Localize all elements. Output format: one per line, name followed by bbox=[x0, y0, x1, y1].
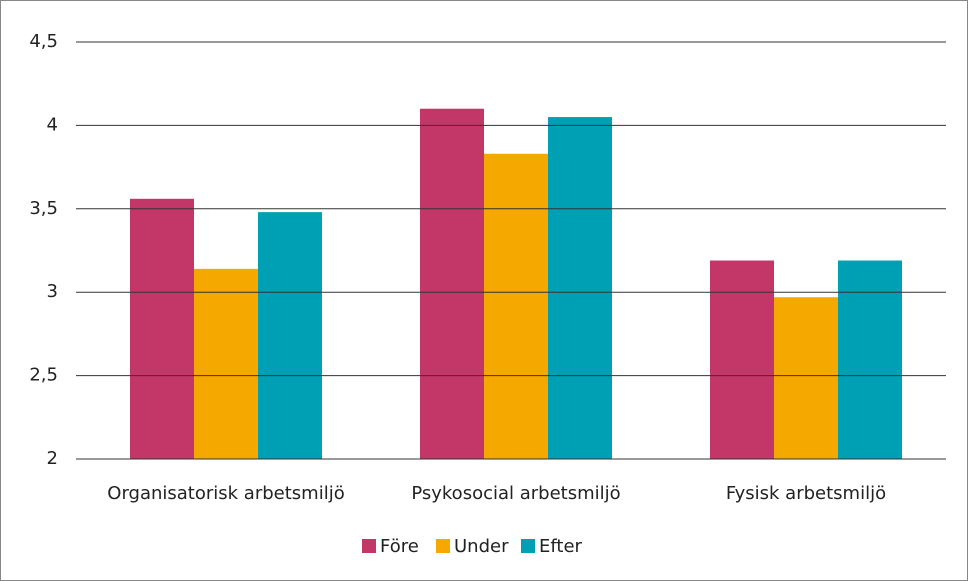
x-tick-label: Organisatorisk arbetsmiljö bbox=[107, 483, 344, 504]
bar bbox=[420, 108, 484, 459]
legend-label: Under bbox=[454, 536, 509, 557]
y-tick-label: 4,5 bbox=[29, 31, 58, 52]
y-tick-label: 2,5 bbox=[29, 365, 58, 386]
y-tick-label: 4 bbox=[47, 114, 58, 135]
legend-swatch bbox=[521, 539, 535, 553]
legend-label: Före bbox=[380, 536, 419, 557]
bar bbox=[194, 268, 258, 459]
y-tick-label: 3,5 bbox=[29, 198, 58, 219]
bar bbox=[710, 260, 774, 459]
legend-swatch bbox=[436, 539, 450, 553]
y-tick-label: 2 bbox=[47, 448, 58, 469]
legend-label: Efter bbox=[539, 536, 583, 557]
bar bbox=[774, 297, 838, 459]
bar bbox=[484, 153, 548, 460]
bar bbox=[548, 117, 612, 459]
x-tick-label: Fysisk arbetsmiljö bbox=[726, 483, 886, 504]
bar bbox=[130, 198, 194, 460]
y-tick-label: 3 bbox=[47, 281, 58, 302]
x-tick-label: Psykosocial arbetsmiljö bbox=[411, 483, 620, 504]
bar bbox=[838, 260, 902, 459]
bar bbox=[258, 212, 322, 459]
legend-swatch bbox=[362, 539, 376, 553]
